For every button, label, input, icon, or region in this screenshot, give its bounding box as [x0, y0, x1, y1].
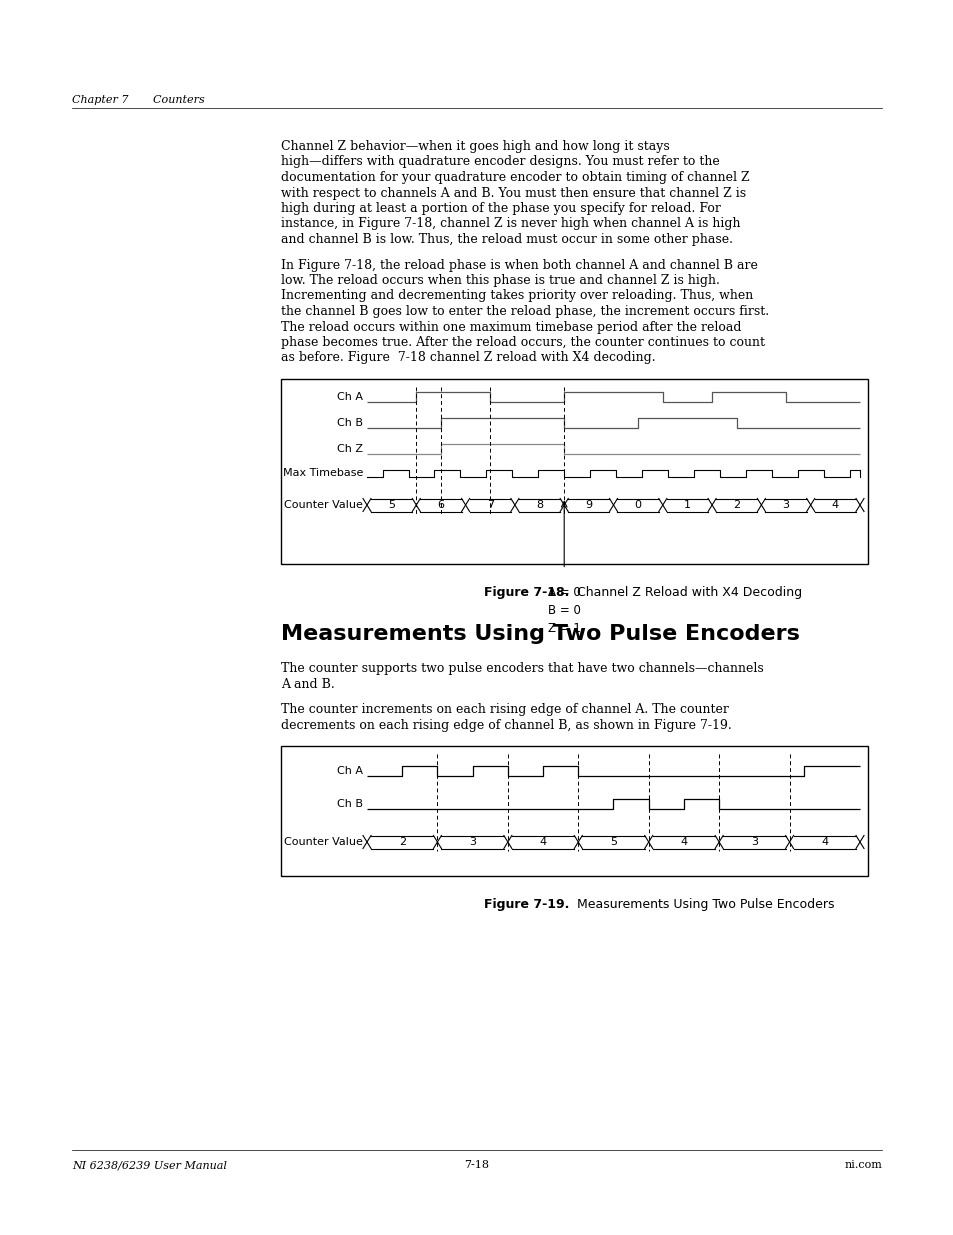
Text: The counter supports two pulse encoders that have two channels—channels: The counter supports two pulse encoders …	[281, 662, 763, 676]
Text: 2: 2	[733, 500, 740, 510]
Text: high—differs with quadrature encoder designs. You must refer to the: high—differs with quadrature encoder des…	[281, 156, 719, 168]
Text: Channel Z Reload with X4 Decoding: Channel Z Reload with X4 Decoding	[569, 585, 801, 599]
Bar	[281, 379, 867, 564]
Text: In Figure 7-18, the reload phase is when both channel A and channel B are: In Figure 7-18, the reload phase is when…	[281, 258, 757, 272]
Text: Counter Value: Counter Value	[284, 500, 363, 510]
Text: Figure 7-18.: Figure 7-18.	[483, 585, 569, 599]
Text: 6: 6	[437, 500, 444, 510]
Text: Figure 7-19.: Figure 7-19.	[483, 898, 569, 911]
Text: Channel Z behavior—when it goes high and how long it stays: Channel Z behavior—when it goes high and…	[281, 140, 669, 153]
Text: 4: 4	[821, 837, 827, 847]
Text: Ch Z: Ch Z	[336, 445, 363, 454]
Text: the channel B goes low to enter the reload phase, the increment occurs first.: the channel B goes low to enter the relo…	[281, 305, 768, 317]
Text: instance, in Figure 7-18, channel Z is never high when channel A is high: instance, in Figure 7-18, channel Z is n…	[281, 217, 740, 231]
Text: Max Timebase: Max Timebase	[282, 468, 363, 478]
Text: A and B.: A and B.	[281, 678, 335, 690]
Text: Chapter 7       Counters: Chapter 7 Counters	[71, 95, 205, 105]
Text: 2: 2	[398, 837, 405, 847]
Text: Measurements Using Two Pulse Encoders: Measurements Using Two Pulse Encoders	[569, 898, 834, 911]
Text: Counter Value: Counter Value	[284, 837, 363, 847]
Text: and channel B is low. Thus, the reload must occur in some other phase.: and channel B is low. Thus, the reload m…	[281, 233, 732, 246]
Text: 4: 4	[831, 500, 838, 510]
Text: 3: 3	[469, 837, 476, 847]
Bar	[281, 746, 867, 876]
Text: 4: 4	[539, 837, 546, 847]
Text: low. The reload occurs when this phase is true and channel Z is high.: low. The reload occurs when this phase i…	[281, 274, 720, 287]
Text: 1: 1	[683, 500, 690, 510]
Text: Measurements Using Two Pulse Encoders: Measurements Using Two Pulse Encoders	[281, 624, 799, 643]
Text: high during at least a portion of the phase you specify for reload. For: high during at least a portion of the ph…	[281, 203, 720, 215]
Text: with respect to channels A and B. You must then ensure that channel Z is: with respect to channels A and B. You mu…	[281, 186, 745, 200]
Text: 9: 9	[585, 500, 592, 510]
Text: Ch B: Ch B	[336, 799, 363, 809]
Text: Ch A: Ch A	[336, 766, 363, 776]
Text: 3: 3	[781, 500, 789, 510]
Text: Ch B: Ch B	[336, 417, 363, 429]
Text: The counter increments on each rising edge of channel A. The counter: The counter increments on each rising ed…	[281, 703, 728, 716]
Text: 8: 8	[536, 500, 542, 510]
Text: phase becomes true. After the reload occurs, the counter continues to count: phase becomes true. After the reload occ…	[281, 336, 764, 350]
Text: as before. Figure  7-18 channel Z reload with X4 decoding.: as before. Figure 7-18 channel Z reload …	[281, 352, 655, 364]
Text: decrements on each rising edge of channel B, as shown in Figure 7-19.: decrements on each rising edge of channe…	[281, 719, 731, 731]
Text: 7-18: 7-18	[464, 1160, 489, 1170]
Text: 4: 4	[679, 837, 687, 847]
Text: The reload occurs within one maximum timebase period after the reload: The reload occurs within one maximum tim…	[281, 321, 740, 333]
Text: NI 6238/6239 User Manual: NI 6238/6239 User Manual	[71, 1160, 227, 1170]
Text: documentation for your quadrature encoder to obtain timing of channel Z: documentation for your quadrature encode…	[281, 170, 749, 184]
Text: 0: 0	[634, 500, 641, 510]
Text: Incrementing and decrementing takes priority over reloading. Thus, when: Incrementing and decrementing takes prio…	[281, 289, 753, 303]
Text: 5: 5	[388, 500, 395, 510]
Text: Ch A: Ch A	[336, 391, 363, 403]
Text: ni.com: ni.com	[843, 1160, 882, 1170]
Text: A = 0
B = 0
Z = 1: A = 0 B = 0 Z = 1	[547, 587, 580, 636]
Text: 5: 5	[609, 837, 617, 847]
Text: 7: 7	[486, 500, 494, 510]
Text: 3: 3	[750, 837, 757, 847]
